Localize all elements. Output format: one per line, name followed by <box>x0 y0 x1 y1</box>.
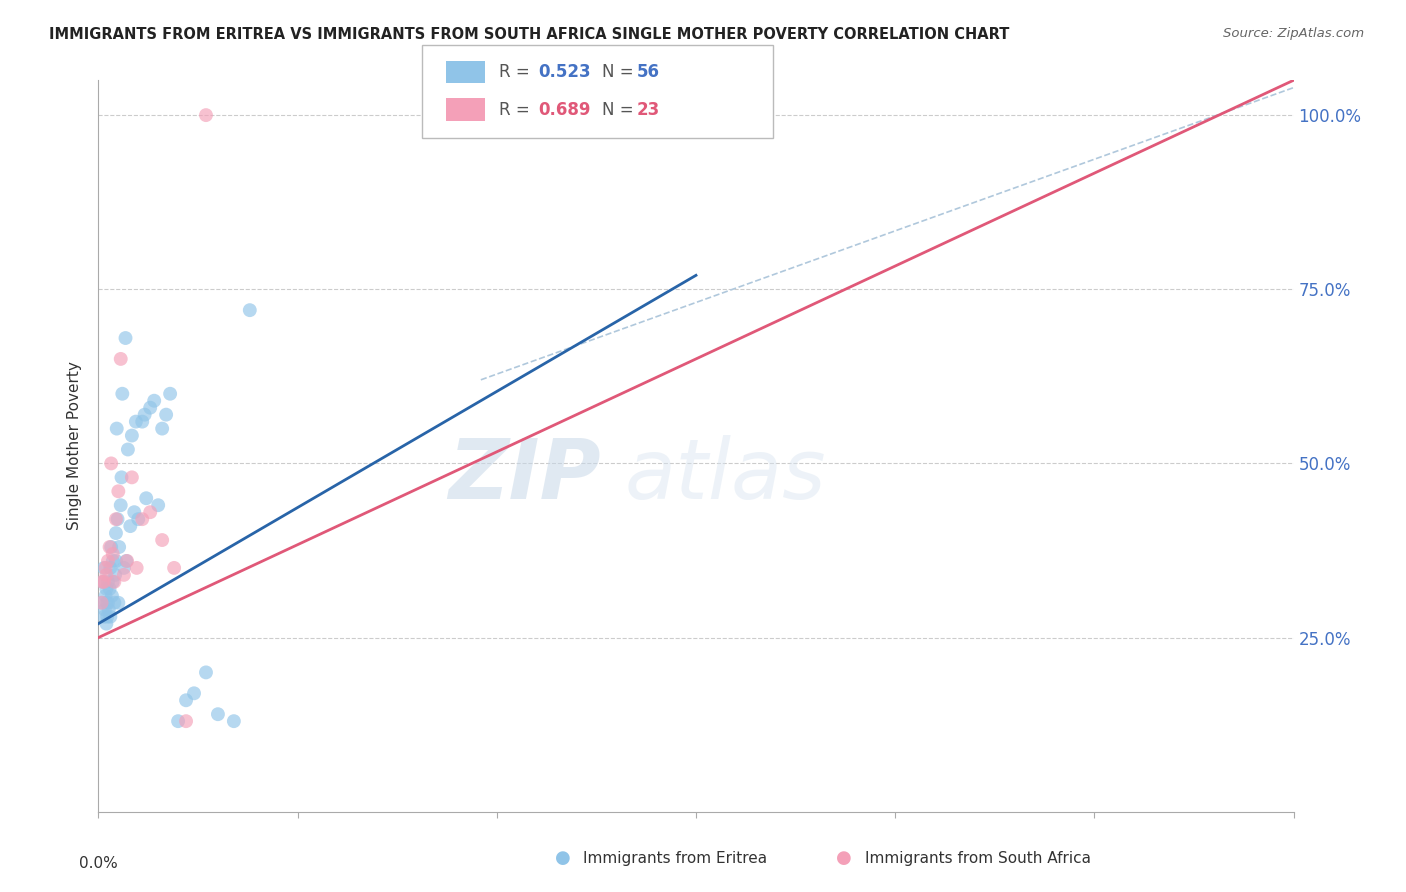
Text: 0.0%: 0.0% <box>79 855 118 871</box>
Point <box>139 505 162 519</box>
Point <box>100 540 122 554</box>
Point <box>150 421 173 435</box>
Point <box>107 596 129 610</box>
Point <box>115 554 138 568</box>
Point <box>101 554 124 568</box>
Point <box>110 470 132 484</box>
Point <box>131 512 153 526</box>
Point <box>103 596 125 610</box>
Text: 0.689: 0.689 <box>538 101 591 119</box>
Point <box>207 707 229 722</box>
Point <box>98 561 122 575</box>
Point <box>94 603 117 617</box>
Point <box>96 567 118 582</box>
Text: ●: ● <box>835 849 852 867</box>
Point <box>155 408 177 422</box>
Point <box>239 303 262 318</box>
Point <box>125 561 148 575</box>
Point <box>139 401 162 415</box>
Text: N =: N = <box>602 101 638 119</box>
Point <box>98 540 121 554</box>
Point <box>94 589 117 603</box>
Point <box>94 561 117 575</box>
Point <box>96 616 118 631</box>
Point <box>93 574 115 589</box>
Point <box>97 554 120 568</box>
Text: ●: ● <box>554 849 571 867</box>
Point <box>96 609 118 624</box>
Point <box>115 554 138 568</box>
Text: R =: R = <box>499 63 536 81</box>
Text: ZIP: ZIP <box>447 434 600 516</box>
Point <box>110 351 132 366</box>
Point <box>127 512 149 526</box>
Point <box>125 415 148 429</box>
Point <box>91 574 114 589</box>
Text: atlas: atlas <box>624 434 825 516</box>
Point <box>124 505 146 519</box>
Point <box>117 442 139 457</box>
Point <box>174 714 197 728</box>
Text: N =: N = <box>602 63 638 81</box>
Point <box>101 547 124 561</box>
Point <box>114 331 136 345</box>
Text: 23: 23 <box>637 101 661 119</box>
Point <box>93 561 115 575</box>
Point <box>143 393 166 408</box>
Point <box>112 567 135 582</box>
Point <box>101 589 124 603</box>
Point <box>150 533 173 547</box>
Point <box>98 582 121 596</box>
Text: R =: R = <box>499 101 536 119</box>
Point <box>100 457 122 471</box>
Point <box>174 693 197 707</box>
Point <box>108 540 131 554</box>
Point <box>90 596 112 610</box>
Point <box>104 526 127 541</box>
Point <box>167 714 190 728</box>
Point <box>104 512 127 526</box>
Point <box>97 596 120 610</box>
Point <box>98 609 122 624</box>
Text: Source: ZipAtlas.com: Source: ZipAtlas.com <box>1223 27 1364 40</box>
Point <box>222 714 245 728</box>
Point <box>183 686 205 700</box>
Point <box>163 561 186 575</box>
Point <box>104 567 127 582</box>
Point <box>105 421 128 435</box>
Y-axis label: Single Mother Poverty: Single Mother Poverty <box>67 361 83 531</box>
Point <box>91 574 114 589</box>
Point <box>120 519 142 533</box>
Point <box>121 428 143 442</box>
Point <box>110 498 132 512</box>
Text: IMMIGRANTS FROM ERITREA VS IMMIGRANTS FROM SOUTH AFRICA SINGLE MOTHER POVERTY CO: IMMIGRANTS FROM ERITREA VS IMMIGRANTS FR… <box>49 27 1010 42</box>
Point <box>97 603 120 617</box>
Point <box>104 554 127 568</box>
Point <box>134 408 156 422</box>
Point <box>96 596 118 610</box>
Point <box>107 512 129 526</box>
Point <box>195 108 218 122</box>
Point <box>97 574 120 589</box>
Point <box>121 470 143 484</box>
Point <box>111 386 134 401</box>
Point <box>131 415 153 429</box>
Text: Immigrants from South Africa: Immigrants from South Africa <box>865 851 1091 865</box>
Point <box>195 665 218 680</box>
Point <box>103 574 125 589</box>
Point <box>91 596 114 610</box>
Text: Immigrants from Eritrea: Immigrants from Eritrea <box>583 851 768 865</box>
Point <box>107 484 129 499</box>
Point <box>159 386 181 401</box>
Point <box>112 561 135 575</box>
Text: 0.523: 0.523 <box>538 63 591 81</box>
Text: 56: 56 <box>637 63 659 81</box>
Point <box>93 609 115 624</box>
Point <box>101 574 124 589</box>
Point <box>135 491 157 506</box>
Point <box>148 498 170 512</box>
Point <box>96 582 118 596</box>
